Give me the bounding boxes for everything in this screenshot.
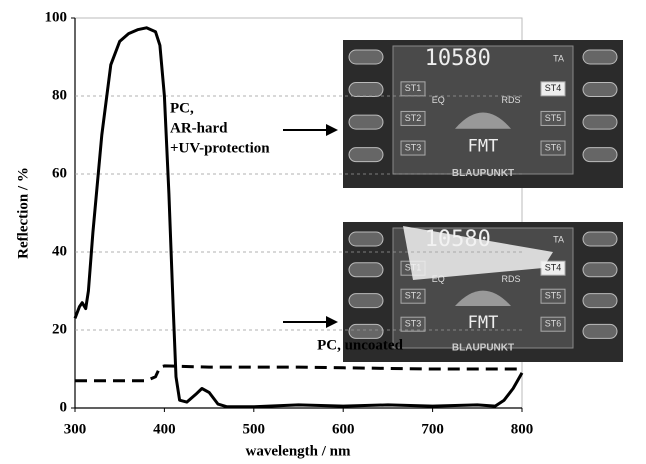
photo-label: ST6	[545, 142, 562, 152]
button	[348, 293, 384, 309]
station-box	[400, 288, 426, 304]
y-tick-label: 0	[60, 399, 68, 415]
button	[348, 323, 384, 339]
button	[582, 231, 618, 247]
dial	[455, 112, 511, 129]
button	[582, 114, 618, 130]
button	[348, 82, 384, 98]
glare	[403, 226, 553, 280]
line-series	[73, 26, 524, 409]
photo-label: RDS	[501, 274, 520, 284]
y-tick-label: 20	[52, 321, 67, 337]
button	[582, 293, 618, 309]
button	[582, 323, 618, 339]
button	[582, 49, 618, 65]
annotation: PC, uncoated	[317, 337, 403, 353]
button	[582, 82, 618, 98]
y-tick-label: 100	[45, 9, 68, 25]
photo-label: ST2	[405, 291, 422, 301]
photo-label: ST3	[405, 142, 422, 152]
photo-label: TA	[553, 235, 564, 245]
button	[348, 262, 384, 278]
station-box	[540, 288, 566, 304]
photo-label: TA	[553, 54, 564, 64]
arrow-head	[326, 124, 338, 136]
button	[348, 49, 384, 65]
arrow-head	[326, 316, 338, 328]
photo-label: ST4	[545, 263, 562, 273]
annotation: PC,	[170, 100, 194, 116]
x-tick-label: 400	[153, 421, 176, 437]
station-box	[540, 316, 566, 332]
photo-label: 10580	[425, 46, 491, 71]
insets	[283, 124, 338, 328]
station-box	[540, 110, 566, 126]
annotation: AR-hard	[170, 120, 228, 136]
photo-label: ST5	[545, 291, 562, 301]
photo-label: ST2	[405, 113, 422, 123]
x-axis-label: wavelength / nm	[246, 443, 352, 459]
button	[582, 147, 618, 163]
x-tick-label: 300	[64, 421, 87, 437]
station-box	[540, 260, 566, 276]
inset-photo: 10580TAST1ST2ST3ST4ST5ST6FMTEQRDSBLAUPUN…	[343, 222, 623, 362]
x-tick-label: 500	[243, 421, 266, 437]
inset-photo: 10580 TA ST1 ST2 ST3 ST4 ST5 ST6 FMT EQ RDS BLAUPUN…	[343, 40, 623, 188]
annotation: +UV-protection	[170, 140, 270, 156]
station-box	[400, 110, 426, 126]
photo-label: BLAUPUNKT	[452, 343, 514, 354]
x-tick-label: 800	[511, 421, 534, 437]
button	[348, 147, 384, 163]
photo-label: BLAUPUNKT	[452, 168, 514, 179]
photo-label: ST1	[405, 83, 422, 93]
y-tick-label: 60	[52, 165, 67, 181]
y-tick-label: 40	[52, 243, 67, 259]
line-series	[75, 364, 522, 383]
photo-label: ST4	[545, 83, 562, 93]
y-axis-label: Reflection / %	[15, 167, 31, 259]
station-box	[540, 81, 566, 97]
y-tick-label: 80	[52, 87, 67, 103]
photo-label: FMT	[468, 313, 499, 333]
dial	[455, 290, 511, 306]
photo-label: ST6	[545, 319, 562, 329]
photo-label: EQ	[432, 95, 445, 105]
photo-label: ST5	[545, 113, 562, 123]
x-tick-label: 700	[421, 421, 444, 437]
button	[348, 231, 384, 247]
station-box	[400, 140, 426, 156]
x-tick-label: 600	[332, 421, 355, 437]
photo-label: FMT	[468, 137, 499, 157]
photo-label: RDS	[501, 95, 520, 105]
photo-label: EQ	[432, 274, 445, 284]
station-box	[400, 316, 426, 332]
station-box	[540, 140, 566, 156]
button	[348, 114, 384, 130]
button	[582, 262, 618, 278]
photo-label: ST3	[405, 319, 422, 329]
